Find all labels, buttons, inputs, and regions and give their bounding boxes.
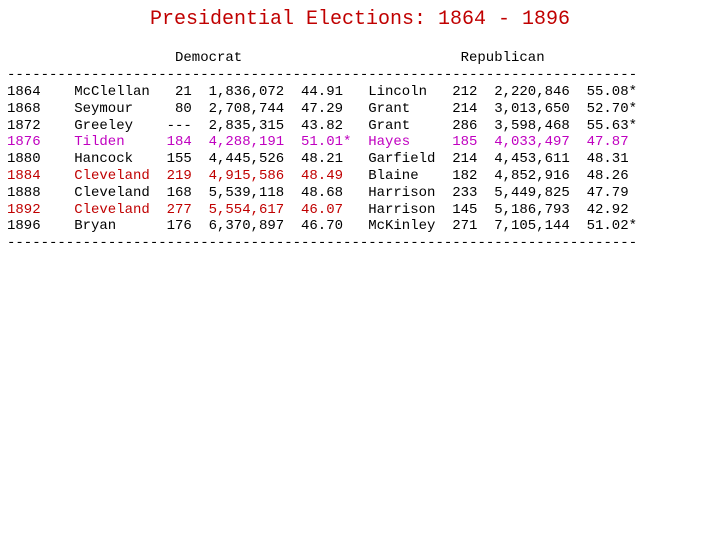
year: 1864 — [7, 84, 41, 100]
rule: ----------------------------------------… — [7, 67, 638, 83]
dem-candidate: Cleveland — [74, 201, 150, 218]
rule: ----------------------------------------… — [7, 235, 638, 252]
dem-percent: 44.91 — [301, 84, 344, 100]
rep-electoral: 185 — [452, 134, 478, 151]
dem-popular: 4,915,586 — [208, 168, 285, 184]
dem-percent: 43.82 — [301, 117, 344, 134]
dem-candidate: Bryan — [74, 218, 117, 235]
dem-candidate: McClellan — [74, 84, 150, 100]
dem-popular: 6,370,897 — [208, 218, 285, 235]
year: 1876 — [7, 134, 41, 151]
rep-candidate: McKinley — [368, 218, 436, 235]
dem-percent: 48.49 — [301, 168, 344, 184]
democrat-header: Democrat — [175, 50, 243, 66]
year: 1884 — [7, 168, 41, 184]
dem-popular: 5,554,617 — [208, 201, 285, 218]
rep-popular: 3,598,468 — [494, 117, 570, 134]
dem-percent: 48.21 — [301, 151, 344, 168]
dem-electoral: 155 — [166, 151, 192, 168]
dem-popular: 5,539,118 — [208, 184, 285, 201]
dem-percent: 46.70 — [301, 218, 344, 235]
rep-candidate: Blaine — [368, 168, 419, 184]
dem-electoral: 176 — [166, 218, 192, 235]
rep-electoral: 286 — [452, 117, 478, 134]
dem-popular: 2,835,315 — [208, 117, 285, 134]
year: 1880 — [7, 151, 41, 168]
rep-electoral: 214 — [452, 151, 478, 168]
rep-popular: 7,105,144 — [494, 218, 570, 235]
year: 1896 — [7, 218, 41, 235]
year: 1872 — [7, 117, 41, 134]
rep-percent: 52.70* — [586, 100, 638, 117]
rep-candidate: Harrison — [368, 201, 436, 218]
dem-electoral: 80 — [174, 100, 192, 117]
rep-percent: 42.92 — [586, 201, 629, 218]
rep-popular: 4,453,611 — [494, 151, 570, 168]
year: 1868 — [7, 100, 41, 117]
rep-electoral: 145 — [452, 201, 478, 218]
rep-electoral: 214 — [452, 100, 478, 117]
rep-candidate: Grant — [368, 117, 411, 134]
year: 1892 — [7, 201, 41, 218]
rep-candidate: Hayes — [368, 134, 411, 151]
dem-electoral: 184 — [166, 134, 192, 151]
dem-candidate: Greeley — [74, 117, 133, 134]
rep-percent: 47.79 — [586, 184, 629, 201]
dem-percent: 46.07 — [301, 201, 344, 218]
rep-popular: 5,186,793 — [494, 201, 570, 218]
year: 1888 — [7, 184, 41, 201]
dem-electoral: 219 — [166, 168, 192, 184]
dem-percent: 48.68 — [301, 184, 344, 201]
rep-percent: 48.31 — [586, 151, 629, 168]
rep-candidate: Grant — [368, 100, 411, 117]
rep-percent: 51.02* — [586, 218, 638, 235]
rep-popular: 5,449,825 — [494, 184, 570, 201]
dem-candidate: Hancock — [74, 151, 133, 168]
rep-electoral: 271 — [452, 218, 478, 235]
dem-popular: 4,445,526 — [208, 151, 285, 168]
dem-candidate: Tilden — [74, 134, 125, 151]
dem-candidate: Seymour — [74, 100, 133, 117]
rep-popular: 4,852,916 — [494, 168, 570, 184]
dem-percent: 47.29 — [301, 100, 344, 117]
dem-percent: 51.01* — [301, 134, 352, 151]
rep-popular: 3,013,650 — [494, 100, 570, 117]
rep-electoral: 212 — [452, 84, 478, 100]
dem-electoral: --- — [166, 117, 192, 134]
dem-popular: 4,288,191 — [208, 134, 285, 151]
rep-percent: 55.08* — [586, 84, 638, 100]
rep-percent: 55.63* — [586, 117, 638, 134]
dem-popular: 2,708,744 — [208, 100, 285, 117]
rep-popular: 4,033,497 — [494, 134, 570, 151]
rep-candidate: Harrison — [368, 184, 436, 201]
rep-candidate: Lincoln — [368, 84, 427, 100]
dem-popular: 1,836,072 — [208, 84, 285, 100]
rep-candidate: Garfield — [368, 151, 436, 168]
dem-candidate: Cleveland — [74, 184, 150, 201]
dem-electoral: 21 — [174, 84, 192, 100]
republican-header: Republican — [460, 50, 545, 66]
title: Presidential Elections: 1864 - 1896 — [149, 8, 571, 31]
rep-electoral: 233 — [452, 184, 478, 201]
rep-popular: 2,220,846 — [494, 84, 570, 100]
dem-candidate: Cleveland — [74, 168, 150, 184]
rep-percent: 47.87 — [586, 134, 629, 151]
dem-electoral: 277 — [166, 201, 192, 218]
rep-percent: 48.26 — [586, 168, 629, 184]
rep-electoral: 182 — [452, 168, 478, 184]
dem-electoral: 168 — [166, 184, 192, 201]
